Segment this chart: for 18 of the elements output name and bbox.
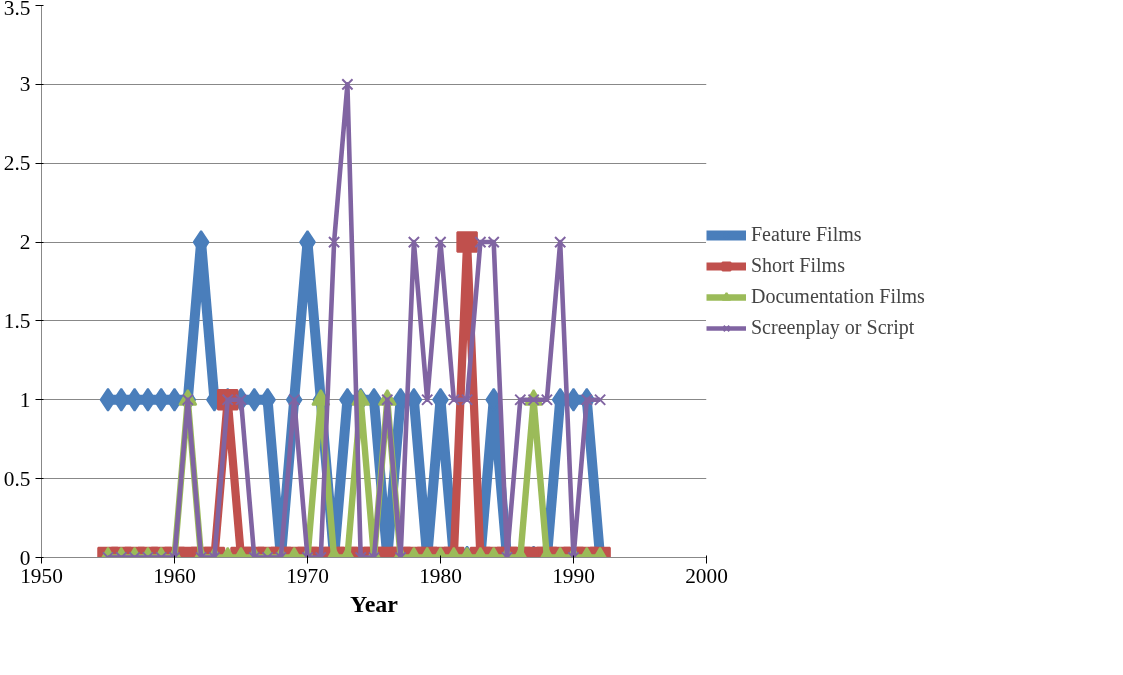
x-tick-label: 1970 xyxy=(286,563,329,588)
y-tick-label: 0.5 xyxy=(3,466,31,491)
legend-label: Documentation Films xyxy=(751,285,925,308)
legend-label: Feature Films xyxy=(751,223,862,246)
y-tick-label: 2 xyxy=(19,230,31,255)
y-tick-label: 0 xyxy=(19,545,31,570)
y-tick-label: 1.5 xyxy=(3,308,31,333)
x-tick-label: 2000 xyxy=(685,563,728,588)
x-tick-label: 1960 xyxy=(153,563,196,588)
y-tick-label: 1 xyxy=(19,387,31,412)
legend-label: Screenplay or Script xyxy=(751,316,915,339)
x-tick-label: 1990 xyxy=(552,563,595,588)
x-axis-title: Year xyxy=(350,590,399,617)
y-tick-label: 2.5 xyxy=(3,151,31,176)
y-tick-label: 3 xyxy=(19,72,31,97)
y-tick-label: 3.5 xyxy=(3,0,31,20)
x-tick-label: 1980 xyxy=(419,563,462,588)
legend-label: Short Films xyxy=(751,254,845,277)
